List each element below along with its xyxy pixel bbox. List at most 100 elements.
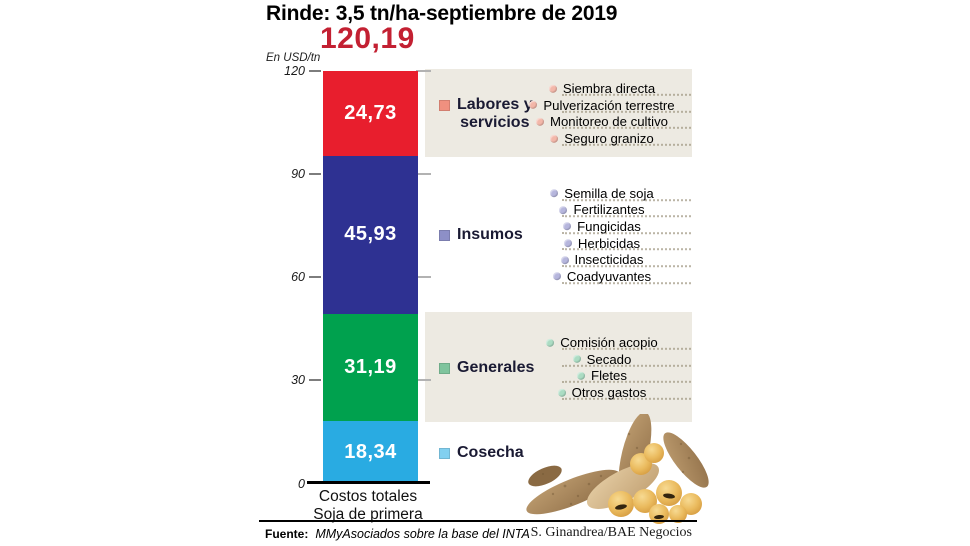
- section-band-labores-y-servicios: [425, 69, 692, 157]
- y-tick-mark-right: [416, 173, 431, 176]
- item-bullet-icon: [563, 239, 572, 248]
- legend-label-line: Generales: [457, 358, 535, 376]
- dotted-leader: [562, 127, 691, 130]
- dotted-leader: [562, 364, 691, 367]
- cost-item-label: Siembra directa: [562, 81, 656, 97]
- x-category-line2: Soja de primera: [313, 506, 423, 523]
- x-axis-line: [307, 481, 430, 484]
- cost-items-generales: Comisión acopio Secado Fletes Otros gastos: [512, 334, 692, 400]
- bar-value-label: 18,34: [344, 441, 397, 464]
- item-bullet-icon: [552, 272, 561, 281]
- source-line: Fuente: MMyAsociados sobre la base del IN…: [265, 527, 530, 541]
- legend-label: Cosecha: [457, 444, 524, 462]
- legend-label-line: servicios: [460, 113, 530, 131]
- dried-pods: [526, 414, 709, 515]
- bar-segment-generales: 31,19: [323, 313, 418, 422]
- cost-item: Monitoreo de cultivo: [512, 114, 692, 131]
- cost-item-label: Herbicidas: [577, 235, 641, 251]
- dotted-leader: [562, 381, 691, 384]
- soybean-photo: [526, 414, 709, 524]
- item-bullet-icon: [557, 388, 566, 397]
- cost-item-label: Semilla de soja: [564, 185, 654, 201]
- cost-item: Siembra directa: [512, 80, 692, 97]
- chart-title: Rinde: 3,5 tn/ha-septiembre de 2019: [266, 2, 618, 25]
- cost-item-label: Fletes: [591, 368, 627, 384]
- cost-item: Fletes: [512, 368, 692, 385]
- y-tick-label-90: 90: [291, 167, 305, 182]
- y-tick-label-0: 0: [298, 476, 305, 491]
- legend-label: Insumos: [457, 226, 523, 244]
- legend-swatch-icon: [439, 447, 450, 459]
- legend-label-line: Insumos: [457, 225, 523, 243]
- source-prefix: Fuente:: [265, 527, 309, 541]
- item-bullet-icon: [572, 355, 581, 364]
- y-tick-mark-left: [309, 173, 321, 176]
- cost-item-label: Comisión acopio: [560, 335, 658, 351]
- bar-segment-cosecha: 18,34: [323, 421, 418, 485]
- cost-item: Herbicidas: [512, 235, 692, 252]
- dotted-leader: [562, 198, 691, 201]
- item-bullet-icon: [563, 222, 572, 231]
- credit-line: S. Ginandrea/BAE Negocios: [530, 525, 692, 540]
- dotted-leader: [562, 347, 691, 350]
- cost-item: Seguro granizo: [512, 130, 692, 147]
- dotted-leader: [562, 231, 691, 234]
- cost-item: Semilla de soja: [512, 185, 692, 202]
- item-bullet-icon: [529, 101, 538, 110]
- footer-divider: [259, 520, 697, 522]
- total-value: 120,19: [320, 22, 415, 55]
- item-bullet-icon: [546, 338, 555, 347]
- cost-item: Pulverización terrestre: [512, 97, 692, 114]
- y-tick-label-120: 120: [284, 64, 305, 78]
- cost-item: Insecticidas: [512, 252, 692, 269]
- y-axis-unit-label: En USD/tn: [266, 52, 321, 64]
- legend-cosecha: Cosecha: [439, 444, 524, 462]
- dotted-leader: [562, 248, 691, 251]
- source-text: MMyAsociados sobre la base del INTA: [315, 527, 530, 541]
- y-tick-mark-right: [416, 379, 431, 382]
- cost-item-label: Monitoreo de cultivo: [549, 114, 669, 130]
- cost-item: Fungicidas: [512, 218, 692, 235]
- y-tick-mark-right: [416, 70, 431, 72]
- bar-segment-insumos: 45,93: [323, 156, 418, 314]
- cost-item: Fertilizantes: [512, 202, 692, 219]
- item-bullet-icon: [550, 189, 559, 198]
- item-bullet-icon: [560, 255, 569, 264]
- cost-item-label: Fungicidas: [577, 219, 641, 235]
- y-tick-label-60: 60: [291, 270, 305, 285]
- cost-item-label: Fertilizantes: [573, 202, 645, 218]
- cost-item-label: Seguro granizo: [564, 130, 654, 146]
- item-bullet-icon: [535, 117, 544, 126]
- dotted-leader: [562, 281, 691, 284]
- cost-item-label: Secado: [586, 351, 632, 367]
- legend-label-line: Cosecha: [457, 443, 524, 461]
- dotted-leader: [562, 215, 691, 218]
- bar-value-label: 45,93: [344, 223, 397, 246]
- dotted-leader: [562, 265, 691, 268]
- legend-label: Generales: [457, 359, 534, 377]
- legend-label: Labores y servicios: [457, 96, 533, 132]
- cost-item-label: Coadyuvantes: [566, 268, 652, 284]
- item-bullet-icon: [548, 84, 557, 93]
- legend-label-line: Labores y: [457, 95, 533, 113]
- dotted-leader: [562, 93, 691, 96]
- bar-segment-labores-y-servicios: 24,73: [323, 71, 418, 156]
- soybeans: [608, 443, 702, 524]
- cost-item: Secado: [512, 351, 692, 368]
- y-tick-mark-left: [309, 70, 321, 72]
- y-tick-mark-left: [309, 276, 321, 279]
- y-tick-label-30: 30: [291, 373, 305, 388]
- item-bullet-icon: [577, 371, 586, 380]
- bar-value-label: 31,19: [344, 355, 397, 378]
- cost-item: Comisión acopio: [512, 334, 692, 351]
- dotted-leader: [562, 110, 691, 113]
- cost-item-label: Otros gastos: [571, 384, 647, 400]
- cost-item: Coadyuvantes: [512, 268, 692, 285]
- x-category-label: Costos totales Soja de primera: [287, 488, 449, 524]
- legend-swatch-icon: [439, 362, 450, 374]
- x-category-line1: Costos totales: [318, 488, 418, 505]
- cost-items-labores-y-servicios: Siembra directa Pulverización terrestre Mo…: [512, 80, 692, 146]
- cost-item-label: Insecticidas: [574, 252, 644, 268]
- bar-value-label: 24,73: [344, 102, 397, 124]
